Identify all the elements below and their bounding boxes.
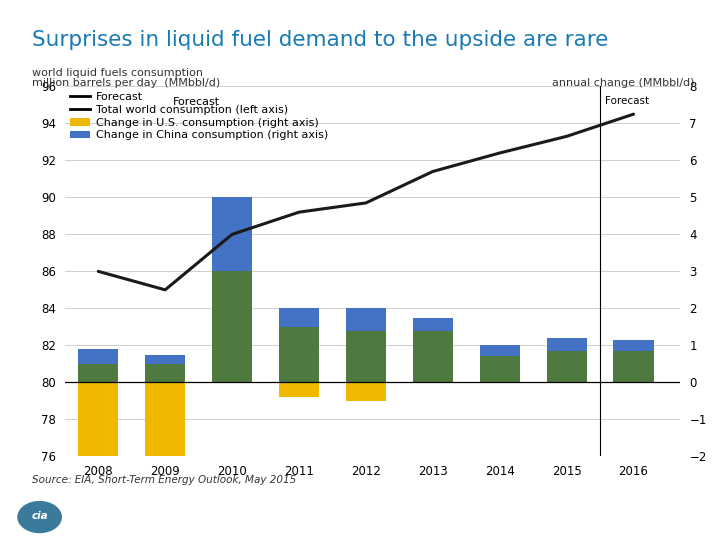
Bar: [212, 271, 252, 382]
Text: million barrels per day  (MMbbl/d): million barrels per day (MMbbl/d): [32, 78, 220, 89]
Text: Forecast: Forecast: [606, 96, 649, 106]
Text: Lower oil prices and the energy outlook: Lower oil prices and the energy outlook: [83, 504, 289, 514]
Bar: [145, 364, 185, 382]
Text: 11: 11: [679, 508, 702, 526]
Bar: [145, 382, 185, 475]
Bar: [212, 353, 252, 382]
Bar: [613, 351, 654, 382]
Bar: [346, 330, 386, 382]
Bar: [480, 356, 520, 382]
Bar: [480, 346, 520, 356]
Bar: [613, 340, 654, 351]
Bar: [78, 364, 118, 382]
Bar: [145, 355, 185, 364]
Text: May 2015: May 2015: [83, 522, 134, 532]
Text: annual change (MMbbl/d): annual change (MMbbl/d): [552, 78, 695, 89]
Bar: [413, 318, 453, 330]
Ellipse shape: [16, 500, 63, 534]
Bar: [212, 197, 252, 271]
Bar: [78, 349, 118, 364]
Bar: [546, 351, 587, 382]
Text: cia: cia: [31, 511, 48, 521]
Text: Source: EIA, Short-Term Energy Outlook, May 2015: Source: EIA, Short-Term Energy Outlook, …: [32, 475, 297, 485]
Bar: [78, 382, 118, 456]
Legend: Forecast, Total world consumption (left axis), Change in U.S. consumption (right: Forecast, Total world consumption (left …: [71, 92, 328, 140]
Text: Forecast: Forecast: [173, 98, 220, 107]
Bar: [279, 382, 319, 397]
Bar: [413, 330, 453, 382]
Bar: [279, 308, 319, 327]
Bar: [413, 349, 453, 382]
Bar: [346, 382, 386, 401]
Text: world liquid fuels consumption: world liquid fuels consumption: [32, 68, 204, 78]
Text: Surprises in liquid fuel demand to the upside are rare: Surprises in liquid fuel demand to the u…: [32, 30, 609, 50]
Bar: [346, 308, 386, 330]
Bar: [546, 338, 587, 351]
Bar: [279, 327, 319, 382]
